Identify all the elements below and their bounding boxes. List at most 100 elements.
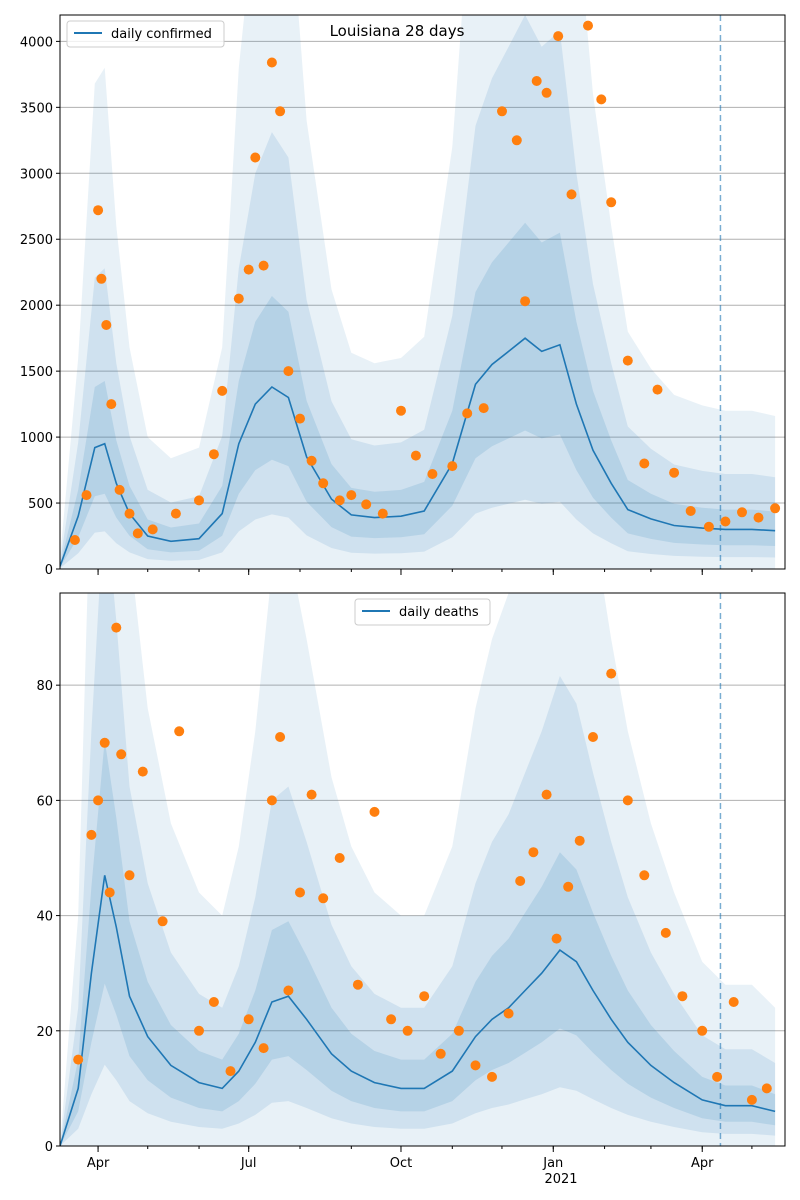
y-tick-label: 20 <box>36 1025 53 1040</box>
data-point <box>462 408 473 419</box>
y-tick-label: 3500 <box>20 101 53 116</box>
data-point <box>250 152 261 163</box>
data-point <box>753 512 764 523</box>
data-point <box>478 403 489 414</box>
data-point <box>511 135 522 146</box>
x-axis-year-label: 2021 <box>544 1172 577 1187</box>
data-point <box>596 94 607 105</box>
daily-confirmed-line <box>60 337 776 567</box>
data-point <box>770 503 781 514</box>
data-point <box>283 985 294 996</box>
data-point <box>497 106 507 117</box>
data-point <box>566 189 577 200</box>
data-point <box>243 264 254 275</box>
data-point <box>334 853 345 863</box>
data-point <box>174 726 185 737</box>
y-tick-label: 1000 <box>20 431 53 446</box>
legend: daily deaths <box>354 598 491 626</box>
data-point <box>124 870 135 881</box>
y-tick-label: 500 <box>28 497 53 512</box>
data-point <box>93 205 104 216</box>
y-tick-label: 0 <box>45 1140 53 1155</box>
data-point <box>106 399 117 410</box>
data-point <box>669 467 680 478</box>
uncertainty-band-inner <box>60 222 776 568</box>
y-tick-label: 4000 <box>20 35 53 50</box>
data-point <box>677 991 688 1002</box>
x-tick-label: Jan <box>542 1156 563 1171</box>
data-point <box>531 76 542 86</box>
data-point <box>361 499 372 510</box>
data-point <box>369 806 380 817</box>
data-point <box>194 1025 204 1036</box>
data-point <box>275 106 286 117</box>
data-point <box>93 795 104 806</box>
data-point <box>737 507 747 518</box>
data-point <box>81 490 92 501</box>
data-point <box>377 508 388 519</box>
data-point <box>761 1083 772 1094</box>
data-point <box>746 1094 757 1105</box>
data-point <box>124 508 135 519</box>
legend-label: daily confirmed <box>111 27 212 42</box>
data-point <box>515 876 526 886</box>
y-tick-label: 60 <box>36 794 53 809</box>
data-point <box>194 495 204 506</box>
data-point <box>447 461 458 472</box>
data-point <box>606 668 617 679</box>
data-point <box>258 1043 269 1054</box>
y-tick-label: 2500 <box>20 233 53 248</box>
y-tick-label: 1500 <box>20 365 53 380</box>
axes-frame <box>59 592 786 1147</box>
data-point <box>275 732 286 742</box>
legend: daily confirmed <box>66 20 225 48</box>
data-point <box>427 469 438 479</box>
data-point <box>73 1054 84 1065</box>
data-point <box>208 449 219 460</box>
x-axis-ticks <box>97 569 753 575</box>
data-point <box>470 1060 481 1071</box>
uncertainty-band-middle <box>60 593 776 1146</box>
data-point <box>728 997 739 1007</box>
y-tick-label: 2000 <box>20 299 53 314</box>
data-point <box>386 1014 397 1025</box>
data-point <box>137 766 148 777</box>
data-point <box>685 506 696 516</box>
data-point <box>606 197 617 208</box>
data-point <box>283 366 294 377</box>
data-point <box>266 57 277 68</box>
data-point <box>346 490 357 501</box>
data-point <box>660 927 671 938</box>
uncertainty-band-middle <box>60 15 776 569</box>
uncertainty-band-inner <box>60 739 776 1146</box>
x-tick-label: Apr <box>87 1156 110 1171</box>
data-point <box>208 997 219 1007</box>
data-point <box>541 789 552 800</box>
data-point <box>334 495 345 506</box>
data-point <box>225 1066 236 1077</box>
data-point <box>217 385 228 396</box>
data-point <box>295 413 305 424</box>
daily-deaths-line <box>60 875 776 1146</box>
y-tick-label: 80 <box>36 679 53 694</box>
data-point <box>541 87 552 98</box>
y-tick-label: 3000 <box>20 167 53 182</box>
y-axis-ticks: 0 500 1000 1500 2000 2500 3000 3500 4000 <box>20 35 60 578</box>
data-point <box>588 732 598 742</box>
data-point <box>697 1025 708 1036</box>
data-point <box>318 478 329 489</box>
data-point <box>157 916 168 927</box>
data-point <box>295 887 305 898</box>
x-tick-label: Jul <box>240 1156 257 1171</box>
data-point <box>101 320 112 330</box>
data-point <box>132 528 143 539</box>
data-point <box>652 384 663 395</box>
data-point <box>563 881 574 892</box>
uncertainty-band-outer <box>60 15 776 569</box>
observed-points <box>73 622 772 1105</box>
data-point <box>352 979 363 990</box>
data-point <box>583 20 593 31</box>
data-point <box>622 795 633 806</box>
data-point <box>96 273 107 284</box>
